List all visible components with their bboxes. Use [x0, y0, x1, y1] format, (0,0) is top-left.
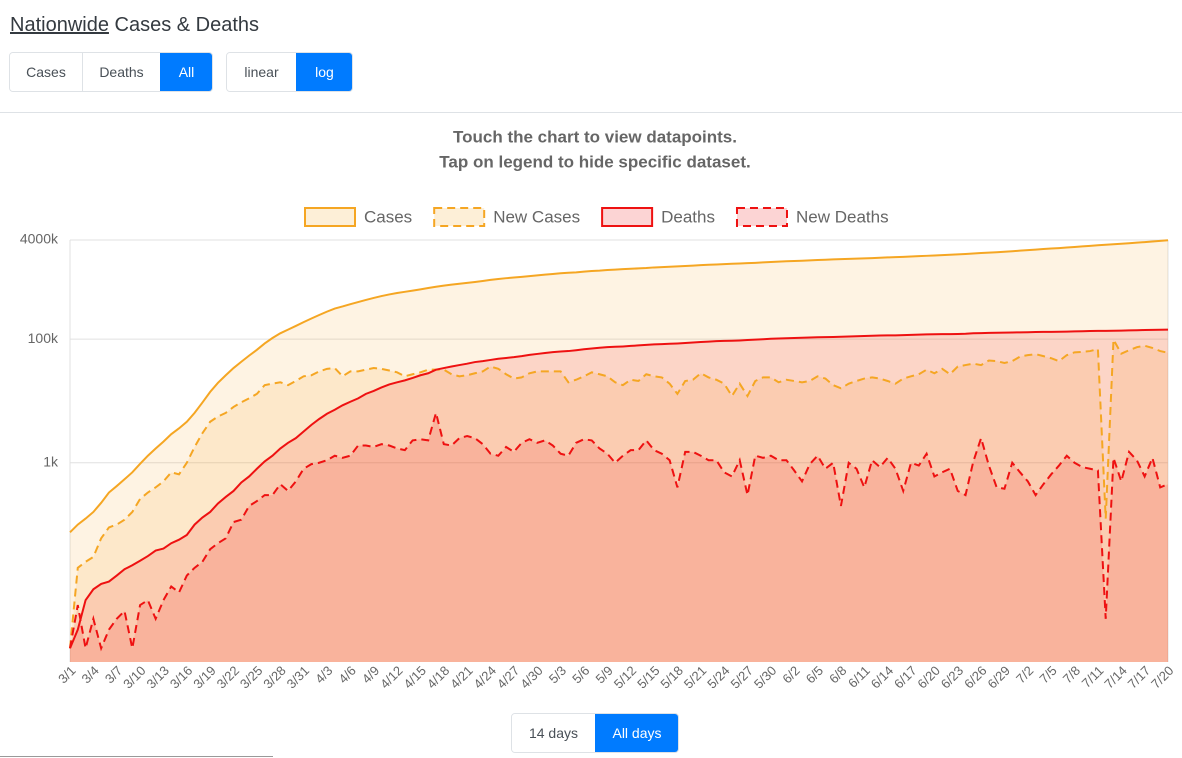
toggle-button[interactable]: linear — [227, 53, 296, 91]
series-line — [69, 409, 1169, 652]
x-tick-label: 3/28 — [260, 663, 289, 692]
legend-label: New Deaths — [796, 207, 889, 226]
toggle-button[interactable]: Deaths — [82, 53, 160, 91]
x-tick-label: 6/2 — [779, 663, 802, 686]
x-tick-label: 3/16 — [167, 663, 196, 692]
legend-swatch — [433, 207, 486, 227]
legend-item[interactable]: Deaths — [601, 207, 715, 227]
x-tick-label: 6/11 — [845, 663, 873, 691]
x-tick-label: 3/13 — [143, 663, 172, 692]
range-buttons: 14 days All days — [511, 713, 679, 753]
legend-item[interactable]: Cases — [304, 207, 412, 227]
toggle-button[interactable]: Cases — [10, 53, 82, 91]
legend-swatch — [304, 207, 356, 227]
x-tick-label: 7/17 — [1125, 663, 1154, 692]
y-tick-label: 100k — [28, 330, 59, 346]
x-tick-label: 5/24 — [704, 663, 733, 692]
series-line — [69, 239, 1169, 534]
divider — [0, 112, 1182, 113]
header-text: Cases & Deaths — [114, 14, 260, 36]
x-tick-label: 4/6 — [336, 663, 359, 686]
divider — [0, 756, 273, 757]
x-tick-label: 6/26 — [961, 663, 990, 692]
instruction: Tap on legend to hide specific dataset. — [439, 152, 750, 171]
x-tick-label: 4/15 — [400, 663, 429, 692]
y-tick-label: 4000k — [20, 231, 59, 247]
x-tick-label: 3/10 — [120, 663, 149, 692]
x-tick-label: 3/22 — [214, 663, 243, 692]
legend-label: Deaths — [661, 207, 715, 226]
x-tick-label: 6/17 — [891, 663, 920, 692]
chart: Touch the chart to view datapoints. Tap … — [20, 127, 1177, 692]
x-tick-label: 6/20 — [914, 663, 943, 692]
x-tick-label: 5/15 — [634, 663, 663, 692]
x-tick-label: 5/21 — [681, 663, 710, 692]
x-tick-label: 4/30 — [517, 663, 546, 692]
area — [70, 240, 1168, 662]
dataset-buttons: Cases Deaths All — [9, 52, 213, 92]
x-tick-label: 6/23 — [938, 663, 967, 692]
legend-label: New Cases — [493, 207, 580, 226]
x-tick-label: 5/6 — [569, 663, 592, 686]
x-tick-label: 7/8 — [1060, 663, 1083, 686]
x-tick-label: 5/18 — [657, 663, 686, 692]
x-tick-label: 7/14 — [1101, 663, 1130, 692]
x-tick-label: 3/19 — [190, 663, 219, 692]
toggle-button[interactable]: All — [160, 53, 212, 91]
page-title: Nationwide Cases & Deaths — [10, 14, 259, 37]
x-tick-label: 4/3 — [312, 663, 335, 686]
legend-item[interactable]: New Deaths — [735, 207, 889, 227]
x-tick-label: 4/18 — [424, 663, 453, 692]
x-tick-label: 5/30 — [751, 663, 780, 692]
y-tick-label: 1k — [43, 453, 59, 469]
x-tick-label: 6/29 — [985, 663, 1014, 692]
x-tick-label: 3/4 — [79, 663, 102, 686]
legend-label: Cases — [364, 207, 412, 226]
instruction: Touch the chart to view datapoints. — [453, 127, 737, 146]
x-tick-label: 6/14 — [868, 663, 897, 692]
x-tick-label: 7/5 — [1036, 663, 1059, 686]
legend-item[interactable]: New Cases — [433, 207, 580, 227]
legend-swatch — [735, 207, 788, 227]
x-tick-label: 5/27 — [728, 663, 757, 692]
x-tick-label: 7/20 — [1148, 663, 1177, 692]
x-tick-label: 7/2 — [1013, 663, 1036, 686]
x-tick-label: 3/31 — [284, 663, 313, 692]
toggle-button[interactable]: All days — [595, 714, 678, 752]
toggle-button[interactable]: log — [296, 53, 352, 91]
area — [70, 339, 1168, 662]
legend-swatch — [601, 207, 654, 227]
scale-buttons: linear log — [226, 52, 353, 92]
x-tick-label: 4/21 — [447, 663, 476, 692]
x-tick-label: 6/5 — [803, 663, 826, 686]
x-tick-label: 3/25 — [237, 663, 266, 692]
x-tick-label: 6/8 — [826, 663, 849, 686]
series-line — [69, 328, 1169, 649]
area — [70, 329, 1168, 662]
x-tick-label: 4/24 — [471, 663, 500, 692]
header-link[interactable]: Nationwide — [10, 14, 109, 36]
x-tick-label: 3/1 — [55, 663, 78, 686]
x-tick-label: 7/11 — [1079, 663, 1107, 691]
x-tick-label: 4/12 — [377, 663, 406, 692]
x-tick-label: 5/3 — [546, 663, 569, 686]
x-tick-label: 5/12 — [611, 663, 640, 692]
x-tick-label: 4/27 — [494, 663, 523, 692]
area — [70, 412, 1168, 662]
toggle-button[interactable]: 14 days — [512, 714, 595, 752]
